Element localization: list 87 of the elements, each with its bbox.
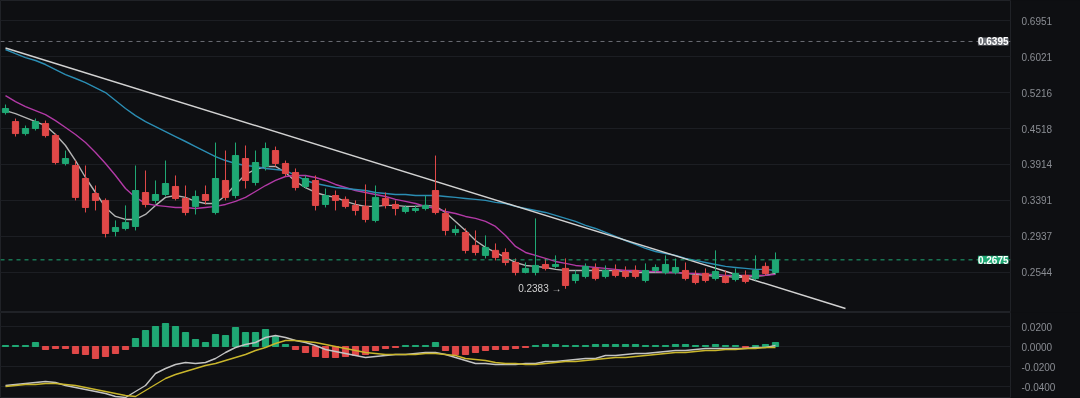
candlestick (481, 234, 490, 259)
candlestick (161, 160, 170, 197)
bar (371, 346, 380, 351)
candlestick (271, 146, 280, 167)
bar (221, 335, 230, 347)
candlestick (121, 204, 130, 231)
y-tick-label: 0.3914 (1021, 159, 1053, 171)
bar (41, 346, 50, 350)
candlestick (201, 185, 210, 205)
y-tick-label: -0.0400 (1021, 381, 1056, 393)
y-tick-label: -0.0200 (1021, 361, 1056, 373)
candlestick (221, 150, 230, 201)
bar (31, 342, 40, 347)
candlestick (461, 227, 470, 254)
bar (491, 346, 500, 350)
bar (681, 344, 690, 347)
candlestick (371, 185, 380, 223)
bar (231, 327, 240, 347)
bar (301, 346, 310, 353)
bar (591, 344, 600, 347)
annotation: 0.2383 → (518, 283, 562, 295)
y-tick-label: 0.5216 (1021, 87, 1053, 99)
bar (311, 346, 320, 357)
bar (541, 344, 550, 347)
ref-line-label: 0.2675 (977, 254, 1009, 266)
candlestick (91, 185, 100, 211)
candlestick (361, 183, 370, 223)
candlestick (141, 170, 150, 208)
bar (131, 338, 140, 347)
bar (551, 344, 560, 347)
candlestick (251, 150, 260, 186)
bar (611, 344, 620, 347)
bar (291, 346, 300, 350)
bar (711, 344, 720, 347)
bar (441, 346, 450, 351)
bar (431, 342, 440, 347)
y-tick-label: 0.2544 (1021, 267, 1053, 279)
y-tick-label: 0.4518 (1021, 123, 1053, 135)
bar (461, 346, 470, 355)
bar (161, 323, 170, 347)
bar (121, 346, 130, 350)
y-tick-label: 0.6021 (1021, 51, 1053, 63)
candlestick (171, 174, 180, 201)
candlestick (261, 142, 270, 172)
bar (91, 346, 100, 359)
bar (511, 346, 520, 349)
bar (71, 346, 80, 354)
bar (171, 326, 180, 347)
bar (451, 346, 460, 355)
bar (601, 344, 610, 347)
bar (621, 344, 630, 347)
candlestick (561, 257, 570, 290)
bar (201, 342, 210, 347)
bar (61, 346, 70, 349)
bar (151, 326, 160, 347)
bar (281, 344, 290, 347)
candlestick (641, 262, 650, 283)
candlestick (181, 185, 190, 216)
candlestick (321, 188, 330, 208)
bar (141, 330, 150, 347)
y-tick-label: 0.0200 (1021, 321, 1053, 333)
candlestick (331, 190, 340, 211)
bar (51, 346, 60, 349)
y-tick-label: 0.3391 (1021, 195, 1053, 207)
y-tick-label: 0.2937 (1021, 231, 1053, 243)
bar (631, 344, 640, 347)
bar (111, 346, 120, 354)
bar (471, 346, 480, 353)
bar (481, 346, 490, 351)
bar (671, 344, 680, 347)
candlestick (431, 155, 440, 215)
candlestick (471, 229, 480, 256)
ref-line-label: 0.6395 (977, 36, 1009, 48)
candlestick (191, 190, 200, 215)
candlestick (241, 145, 250, 190)
candlestick (151, 179, 160, 204)
bar (211, 334, 220, 347)
bar (81, 346, 90, 355)
bar (501, 346, 510, 350)
bar (181, 332, 190, 347)
bar (101, 346, 110, 357)
bar (191, 339, 200, 347)
y-tick-label: 0.6951 (1021, 15, 1053, 27)
candlestick (441, 207, 450, 236)
bar (381, 346, 390, 349)
candlestick (291, 167, 300, 191)
y-tick-label: 0.0000 (1021, 341, 1053, 353)
